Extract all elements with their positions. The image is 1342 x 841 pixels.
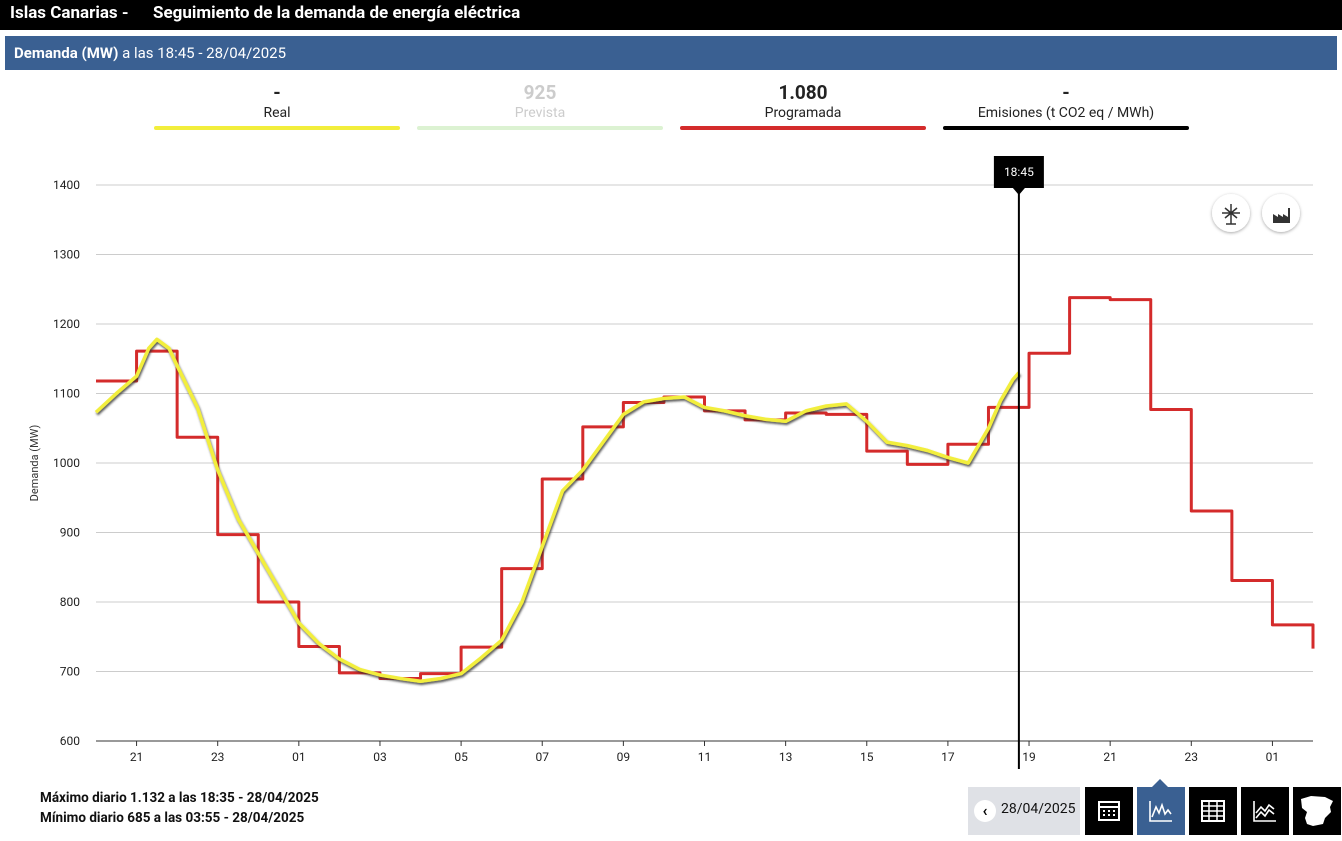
legend-value: 1.080: [778, 81, 828, 104]
x-tick-label: 07: [535, 750, 549, 764]
marker-pointer: [1012, 188, 1025, 195]
legend-name: Prevista: [514, 105, 566, 121]
x-tick-label: 11: [698, 750, 712, 764]
x-tick-label: 17: [941, 750, 955, 764]
marker-box: [993, 156, 1044, 188]
y-tick-label: 1300: [53, 248, 80, 262]
series-line: [96, 296, 1315, 680]
y-tick-label: 800: [60, 595, 80, 609]
sub-bar: Demanda (MW) a las 18:45 - 28/04/2025: [5, 36, 1337, 70]
y-tick-label: 900: [60, 526, 80, 540]
factory-icon: [1273, 208, 1290, 223]
legend-swatch: [417, 126, 663, 130]
legend-item[interactable]: - Real: [154, 82, 400, 130]
date-control[interactable]: ‹ 28/04/2025: [968, 787, 1080, 835]
x-tick-label: 05: [454, 750, 468, 764]
icon: [1201, 800, 1225, 822]
legend-value: -: [273, 81, 281, 104]
y-axis-label: Demanda (MW): [28, 424, 41, 501]
region: Islas Canarias -: [10, 3, 129, 23]
factory-button[interactable]: [1262, 194, 1300, 232]
map-button[interactable]: [1293, 787, 1341, 835]
page-title: Seguimiento de la demanda de energía elé…: [153, 3, 521, 23]
legend-name: Emisiones (t CO2 eq / MWh): [977, 105, 1155, 121]
footer: Máximo diario 1.132 a las 18:35 - 28/04/…: [40, 788, 319, 828]
legend-swatch: [943, 126, 1189, 130]
y-tick-label: 1000: [53, 456, 80, 470]
chart: Demanda (MW) 600700800900100011001200130…: [28, 156, 1315, 769]
area-button[interactable]: [1241, 787, 1289, 835]
icon: [1301, 796, 1333, 826]
y-tick-label: 1400: [53, 178, 80, 192]
chart-button[interactable]: [1137, 787, 1185, 835]
legend-value: 925: [523, 81, 557, 104]
y-tick-label: 600: [60, 734, 80, 748]
y-tick-label: 1200: [53, 317, 80, 331]
x-tick-label: 01: [1266, 750, 1280, 764]
legend-swatch: [154, 126, 400, 130]
max-text: Máximo diario 1.132 a las 18:35 - 28/04/…: [40, 790, 319, 806]
series-line: [94, 337, 1021, 683]
legend-swatch: [680, 126, 926, 130]
x-tick-label: 13: [779, 750, 793, 764]
date: 28/04/2025: [1001, 801, 1076, 817]
table-button[interactable]: [1189, 787, 1237, 835]
x-tick-label: 19: [1022, 750, 1036, 764]
marker-label: 18:45: [1004, 165, 1034, 179]
x-tick-label: 23: [1185, 750, 1199, 764]
wind-icon: [1222, 204, 1240, 225]
legend-name: Real: [263, 105, 291, 121]
x-tick-label: 03: [373, 750, 387, 764]
active-pointer: [1152, 779, 1168, 787]
sub-label: Demanda (MW): [14, 44, 119, 62]
x-tick-label: 21: [1103, 750, 1117, 764]
legend-item[interactable]: 1.080 Programada: [680, 82, 926, 130]
legend-item[interactable]: 925 Prevista: [417, 82, 663, 130]
icon: [1149, 801, 1172, 822]
calendar-button[interactable]: [1085, 787, 1133, 835]
x-tick-label: 01: [292, 750, 306, 764]
top-bar: Islas Canarias - Seguimiento de la deman…: [0, 0, 1342, 30]
legend-item[interactable]: - Emisiones (t CO2 eq / MWh): [943, 82, 1189, 130]
icon: [1098, 801, 1120, 821]
icon: [1253, 801, 1276, 822]
y-tick-label: 700: [60, 665, 80, 679]
x-tick-label: 21: [130, 750, 144, 764]
x-tick-label: 09: [617, 750, 631, 764]
sub-text: a las 18:45 - 28/04/2025: [122, 44, 287, 62]
y-tick-label: 1100: [53, 387, 80, 401]
prev-day[interactable]: ‹: [974, 800, 996, 822]
legend-name: Programada: [764, 105, 842, 121]
x-tick-label: 15: [860, 750, 874, 764]
min-text: Mínimo diario 685 a las 03:55 - 28/04/20…: [40, 810, 305, 826]
legend-value: -: [1062, 81, 1070, 104]
x-tick-label: 23: [211, 750, 225, 764]
